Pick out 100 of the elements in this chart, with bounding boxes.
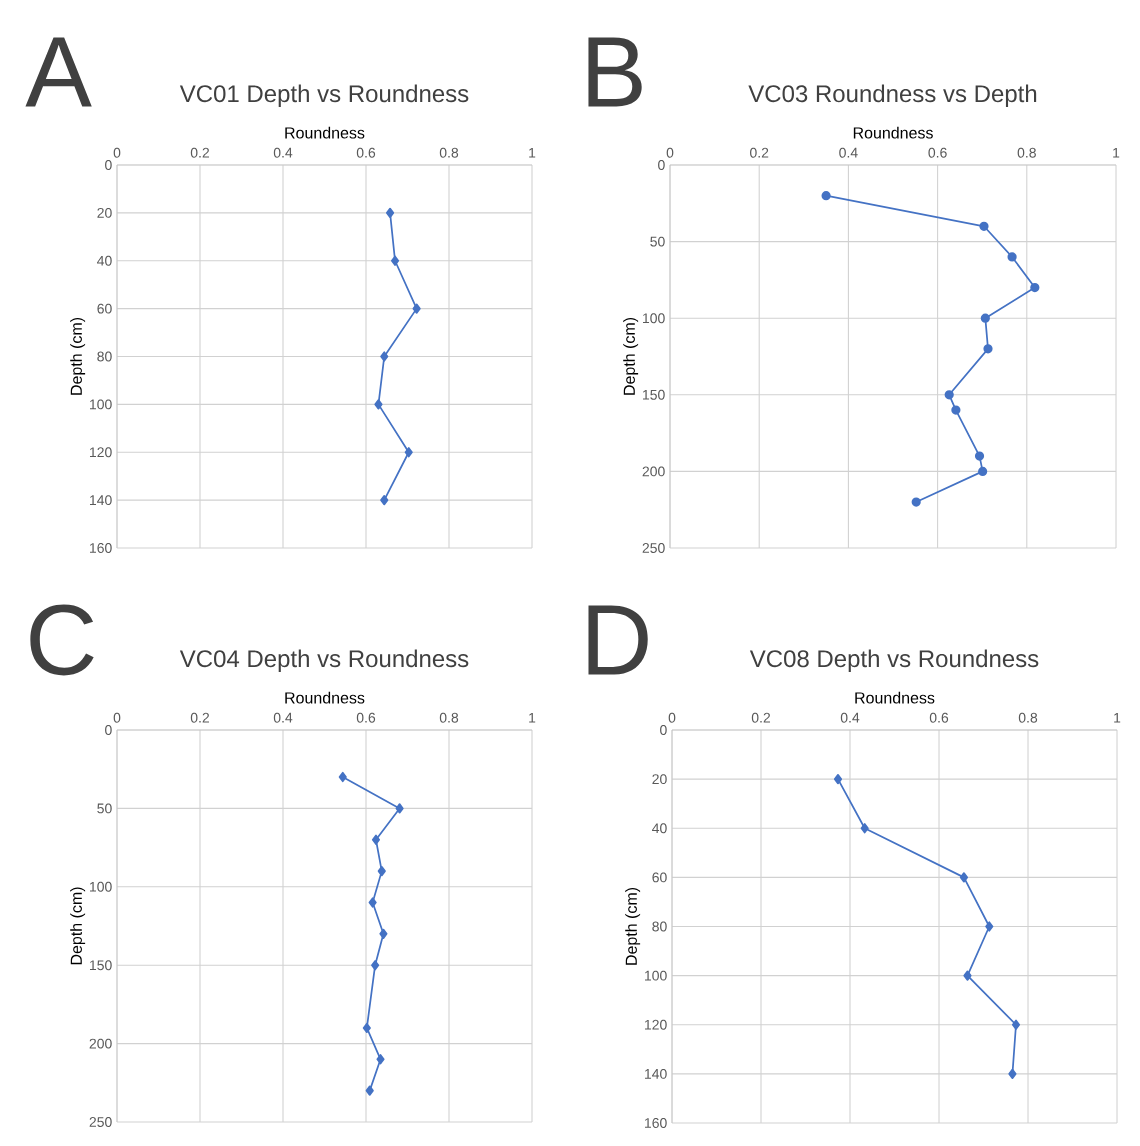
point [978,466,988,476]
point [979,221,989,231]
x-tick-label: 0.4 [273,712,293,723]
point [404,447,413,458]
point [1007,252,1017,262]
y-tick-label: 120 [90,447,112,458]
point [951,405,961,415]
y-tick-label: 50 [650,236,665,247]
y-tick-label: 160 [645,1118,667,1128]
y-tick-label: 200 [642,466,665,477]
y-tick-label: 0 [658,160,665,170]
point [371,834,381,845]
point [365,1085,374,1096]
chart-title: VC01 Depth vs Roundness [179,84,469,107]
y-tick-label: 0 [105,160,112,170]
x-tick-label: 0.8 [1017,147,1036,158]
y-tick-label: 150 [643,389,665,400]
x-axis-title: Roundness [853,126,933,139]
text: C [30,604,94,676]
x-tick-label: 0.6 [928,147,947,158]
x-tick-label: 0.8 [439,147,459,158]
y-tick-label: 100 [645,970,667,981]
point [985,921,994,932]
point [368,897,377,908]
point [386,207,395,219]
x-tick-label: 0.4 [273,147,293,158]
point [362,1022,371,1034]
y-tick-label: 100 [90,881,112,892]
chart-title: VC04 Depth vs Roundness [179,649,469,672]
chart-title: VC03 Roundness vs Depth [748,84,1037,107]
point [833,773,843,785]
x-tick-label: 0.6 [929,712,949,723]
y-tick-label: 50 [97,803,112,814]
x-tick-label: 1 [529,713,536,723]
x-tick-label: 0 [113,712,121,723]
x-tick-label: 0.2 [190,712,210,723]
x-tick-label: 0 [666,147,674,158]
y-axis-title: Depth (cm) [70,317,86,395]
y-tick-label: 20 [97,207,112,218]
x-axis-title: Roundness [285,691,365,704]
x-tick-label: 0.2 [190,147,210,158]
x-axis-title: Roundness [855,691,935,704]
chart-title: VC08 Depth vs Roundness [749,649,1039,672]
y-axis-title: Depth (cm) [623,317,639,395]
point [944,390,954,400]
point [1008,1068,1017,1080]
x-tick-label: 0.6 [356,147,376,158]
x-tick-label: 0 [668,712,676,723]
point [380,351,389,362]
point [983,344,993,354]
x-tick-label: 1 [529,148,536,158]
point [390,255,400,266]
y-tick-label: 160 [90,543,112,553]
x-tick-label: 1 [1114,713,1121,723]
y-tick-label: 140 [645,1068,667,1079]
x-tick-label: 0.8 [439,712,459,723]
point [1030,282,1040,293]
y-tick-label: 250 [89,1117,112,1127]
x-tick-label: 0.8 [1018,712,1038,723]
x-tick-label: 0 [113,147,121,158]
y-tick-label: 20 [652,774,667,785]
x-tick-label: 1 [1113,148,1120,158]
y-tick-label: 60 [652,872,667,883]
y-tick-label: 250 [642,543,665,553]
y-tick-label: 100 [90,399,112,410]
point [395,803,404,814]
point [338,771,347,783]
y-tick-label: 0 [105,725,112,735]
point [379,928,388,939]
point [412,303,421,314]
y-tick-label: 140 [90,495,112,506]
x-tick-label: 0.2 [750,147,769,158]
y-tick-label: 100 [643,313,665,324]
point [371,960,380,971]
y-tick-label: 40 [652,823,667,834]
point [376,1054,385,1065]
point [974,451,985,461]
x-axis-title: Roundness [285,126,365,139]
point [959,872,968,883]
x-tick-label: 0.2 [751,712,771,723]
y-tick-label: 120 [645,1019,667,1030]
x-tick-label: 0.4 [840,712,860,723]
x-tick-label: 0.4 [839,147,858,158]
y-tick-label: 80 [97,351,112,362]
y-tick-label: 0 [660,725,667,735]
y-tick-label: 150 [90,960,112,971]
point [374,399,383,410]
point [980,313,990,323]
point [1011,1019,1021,1030]
text: A [25,37,92,107]
point [963,970,972,981]
x-tick-label: 0.6 [356,712,376,723]
y-tick-label: 200 [89,1038,112,1049]
y-tick-label: 80 [652,921,667,932]
y-axis-title: Depth (cm) [625,887,641,965]
text: D [588,605,648,675]
text: B [588,37,642,107]
point [377,865,386,877]
point [860,823,869,834]
point [380,494,389,506]
